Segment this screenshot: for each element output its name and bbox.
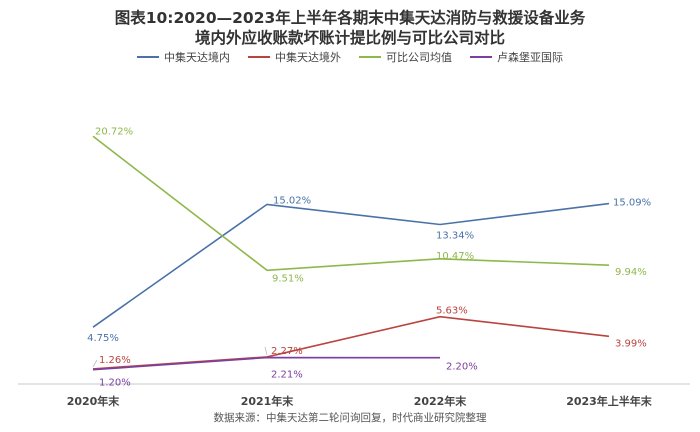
data-label-peer-average: 9.51%	[272, 273, 304, 284]
legend-item-luxembourg: 卢森堡亚国际	[470, 49, 563, 65]
x-tick-label: 2020年末	[67, 394, 121, 408]
legend-item-domestic: 中集天达境内	[137, 49, 230, 65]
data-label-peer-average: 20.72%	[95, 126, 133, 137]
chart-title-line1: 图表10:2020—2023年上半年各期末中集天达消防与救援设备业务	[114, 9, 586, 27]
data-label-luxembourg: 2.20%	[446, 362, 478, 373]
series-line-luxembourg	[92, 356, 441, 371]
legend-label-luxembourg: 卢森堡亚国际	[497, 51, 563, 64]
legend-swatch-luxembourg	[470, 56, 492, 58]
x-tick-label: 2021年末	[241, 394, 295, 408]
series-line-overseas	[92, 315, 610, 370]
data-label-overseas: 3.99%	[615, 338, 647, 349]
series-line-peer-average	[92, 135, 610, 272]
source-note: 数据来源：中集天达第二轮问询回复，时代商业研究院整理	[213, 412, 487, 424]
legend-label-domestic: 中集天达境内	[164, 51, 230, 64]
legend-swatch-overseas	[248, 56, 270, 58]
data-label-domestic: 15.02%	[273, 195, 311, 206]
data-label-domestic: 4.75%	[87, 333, 119, 344]
legend-item-overseas: 中集天达境外	[248, 49, 341, 65]
data-label-overseas: 2.27%	[271, 346, 303, 357]
x-tick-label: 2022年末	[414, 394, 468, 408]
data-label-domestic: 15.09%	[613, 198, 651, 209]
data-label-peer-average: 10.47%	[436, 251, 474, 262]
legend-swatch-domestic	[137, 56, 159, 58]
data-label-domestic: 13.34%	[436, 231, 474, 242]
leader-line	[264, 346, 268, 355]
chart-legend: 中集天达境内 中集天达境外 可比公司均值 卢森堡亚国际	[0, 49, 700, 65]
legend-label-peer-average: 可比公司均值	[386, 51, 452, 64]
chart-title-line2: 境内外应收账款坏账计提比例与可比公司对比	[194, 29, 505, 47]
data-label-luxembourg: 2.21%	[271, 370, 303, 381]
legend-item-peer-average: 可比公司均值	[359, 49, 452, 65]
data-label-overseas: 5.63%	[436, 306, 468, 317]
leader-line	[92, 359, 98, 368]
data-label-peer-average: 9.94%	[615, 267, 647, 278]
data-label-overseas: 1.26%	[99, 355, 131, 366]
data-label-luxembourg: 1.20%	[99, 378, 131, 389]
x-tick-label: 2023年上半年末	[566, 394, 653, 408]
legend-swatch-peer-average	[359, 56, 381, 58]
series-line-domestic	[92, 202, 610, 328]
legend-label-overseas: 中集天达境外	[275, 51, 341, 64]
